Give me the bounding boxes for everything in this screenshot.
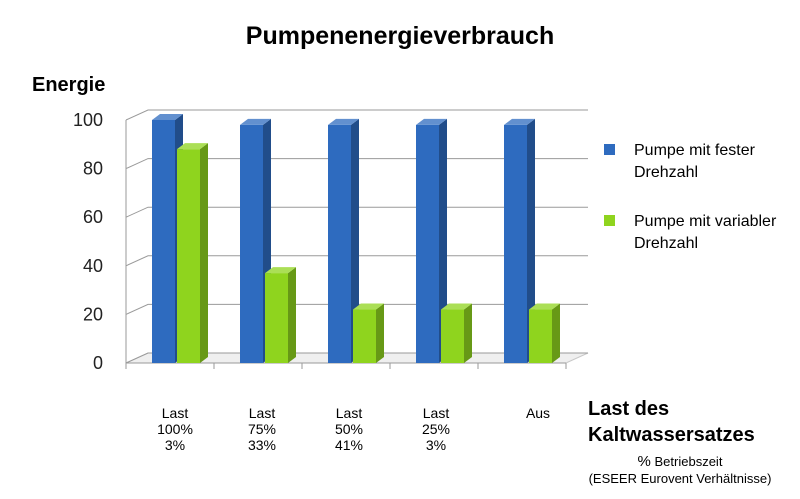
x-tick-label-4: Last 25% 3% xyxy=(421,405,451,453)
legend-label-fixed-speed: Pumpe mit fester Drehzahl xyxy=(634,142,755,181)
x-axis-note-percent: % xyxy=(637,453,651,470)
legend-swatch-fixed-speed xyxy=(604,144,615,155)
x-axis-title-line2: Kaltwassersatzes xyxy=(588,424,755,446)
bar-variable-2 xyxy=(265,267,296,363)
x-axis-title-line1: Last des xyxy=(588,398,670,420)
x-tick-label-3: Last 50% 41% xyxy=(334,405,364,453)
gridline xyxy=(125,109,588,121)
x-axis-note: % Betriebszeit (ESEER Eurovent Verhältni… xyxy=(570,453,790,487)
bar-variable-1 xyxy=(177,143,208,363)
bar-variable-5 xyxy=(529,303,560,363)
y-tick-label: 100 xyxy=(73,110,103,130)
x-tick-label-1: Last 100% 3% xyxy=(157,405,193,453)
x-axis-title: Last des Kaltwassersatzes xyxy=(588,396,755,448)
x-axis-note-sub: (ESEER Eurovent Verhältnisse) xyxy=(588,471,772,486)
legend-label-variable-speed: Pumpe mit variabler Drehzahl xyxy=(634,213,777,252)
chart-title: Pumpenenergieverbrauch xyxy=(245,22,555,50)
bar-variable-3 xyxy=(353,303,384,363)
legend-swatch-variable-speed xyxy=(604,215,615,226)
bar-fixed-3 xyxy=(328,118,359,363)
legend-item-variable-speed: Pumpe mit variabler Drehzahl xyxy=(604,211,784,255)
y-tick-label: 40 xyxy=(83,256,103,276)
bar-variable-4 xyxy=(441,303,472,363)
x-axis-note-main: Betriebszeit xyxy=(654,454,723,469)
bar-fixed-5 xyxy=(504,118,535,363)
y-tick-label: 0 xyxy=(93,353,103,373)
x-tick-label-2: Last 75% 33% xyxy=(247,405,277,453)
y-tick-label: 60 xyxy=(83,207,103,227)
bar-fixed-4 xyxy=(416,118,447,363)
legend-item-fixed-speed: Pumpe mit fester Drehzahl xyxy=(604,140,784,184)
y-tick-label: 20 xyxy=(83,304,103,324)
x-tick-label-5: Aus xyxy=(525,405,551,421)
y-axis-label: Energie xyxy=(32,74,106,96)
y-tick-label: 80 xyxy=(83,159,103,179)
